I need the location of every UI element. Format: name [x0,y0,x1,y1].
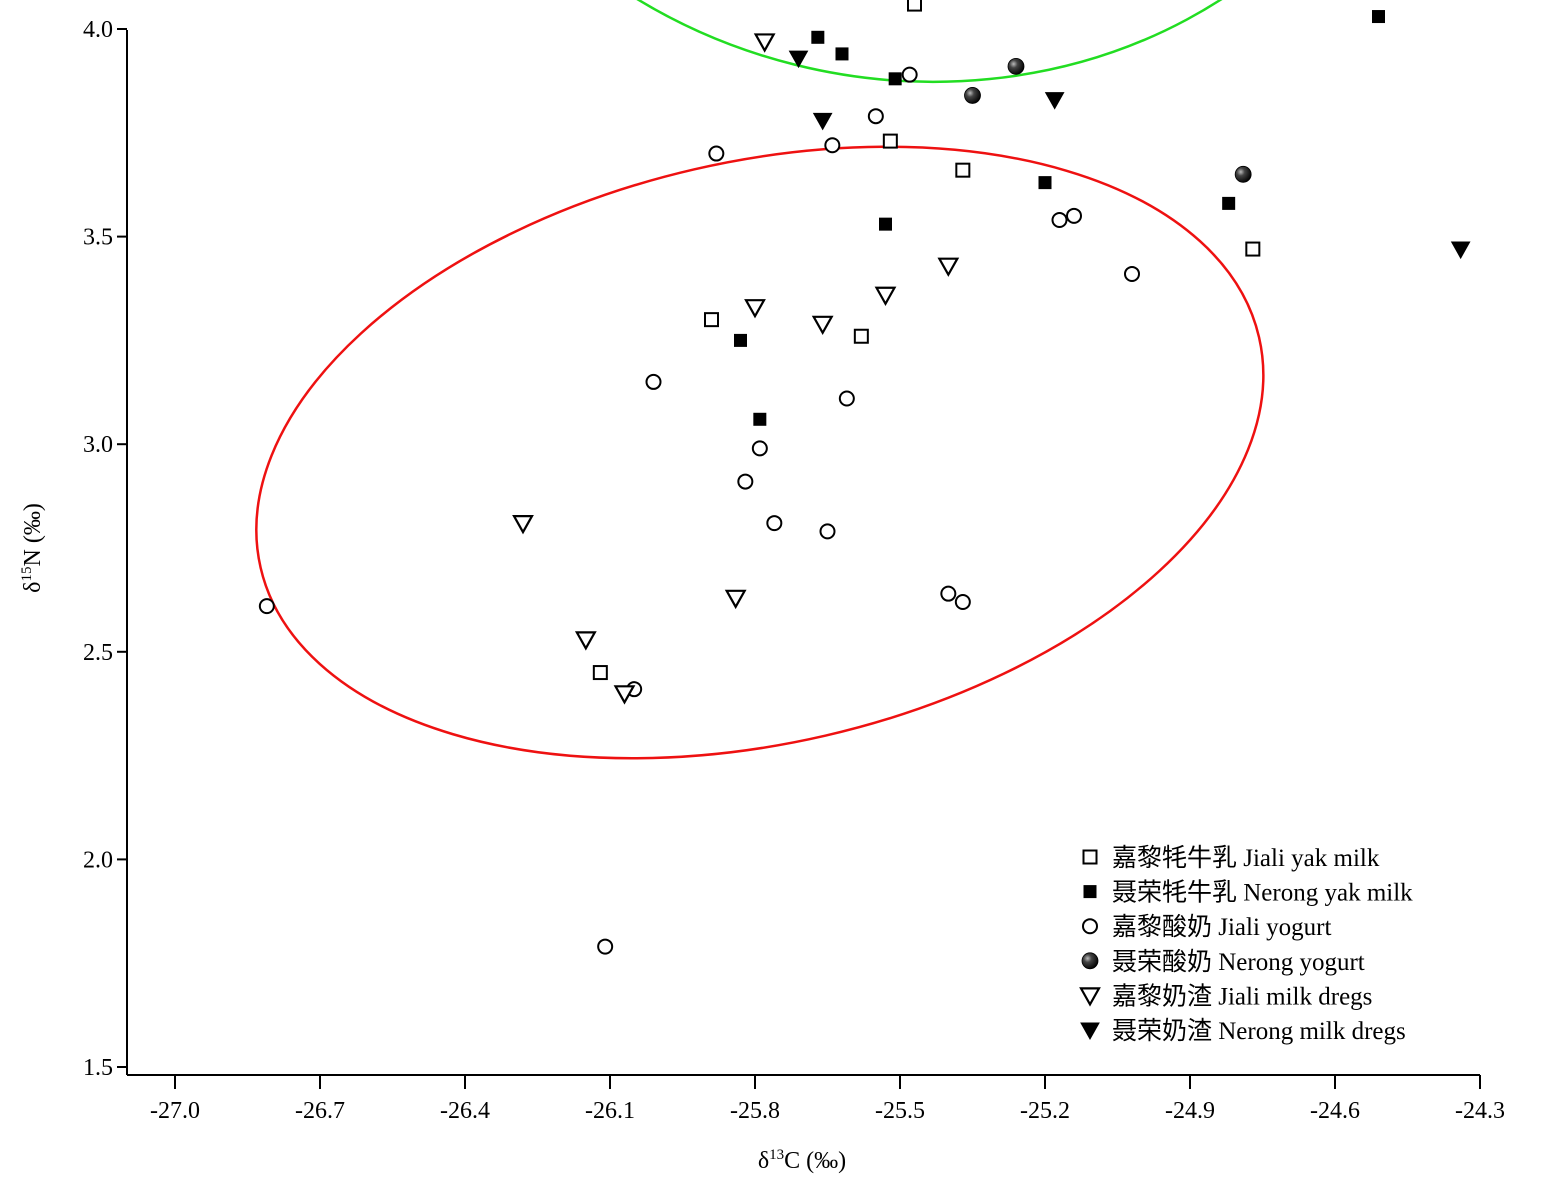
data-point [734,333,747,347]
data-point [766,515,783,532]
data-point [955,162,971,178]
series-3 [258,66,1140,955]
data-point [819,523,836,540]
legend-label: 聂荣牦牛乳 Nerong yak milk [1112,879,1413,907]
data-point [1245,241,1261,257]
x-tick-label: -25.5 [875,1098,925,1124]
data-point [753,33,776,53]
data-point [1450,241,1471,260]
grouping-ellipses [255,0,1431,760]
data-point [512,514,534,535]
x-tick-label: -25.8 [730,1098,780,1124]
data-point [574,631,597,651]
x-tick-label: -24.9 [1165,1098,1215,1124]
x-tick-label: -26.1 [585,1098,635,1124]
series-6 [788,50,1471,260]
series-2 [734,10,1385,426]
data-point [1222,196,1236,210]
data-point [824,137,841,154]
data-point [867,108,884,125]
y-tick-label: 4.0 [83,17,113,43]
legend-label: 嘉黎酸奶 Jiali yogurt [1112,913,1331,941]
legend-label: 嘉黎奶渣 Jiali milk dregs [1112,982,1372,1010]
x-axis-title: δ13C (‰) [758,1147,846,1174]
legend-item: 聂荣牦牛乳 Nerong yak milk [1083,879,1413,907]
data-point [901,66,918,83]
series-4 [964,57,1252,183]
legend-marker [1082,849,1098,865]
legend-marker [1081,952,1099,970]
data-point [788,50,809,69]
data-point [811,30,825,44]
data-point [1372,10,1385,24]
data-point [1044,92,1065,110]
green-group-ellipse [389,0,1431,84]
data-point [882,133,898,149]
data-point [964,87,981,104]
data-point [744,299,766,319]
data-point [888,72,902,86]
y-tick-label: 1.5 [83,1055,113,1081]
axes: -27.0 -26.7 -26.4 -26.1 -25.8 -25.5 -25.2 -24.9… [83,17,1505,1124]
data-point [645,373,662,390]
legend-item: 嘉黎酸奶 Jiali yogurt [1082,913,1331,941]
legend-marker [1079,987,1101,1007]
data-point [597,938,614,955]
legend-marker [1083,885,1097,899]
data-point [874,286,897,306]
legend-marker [1080,1022,1100,1041]
data-point [724,589,747,610]
data-point [937,257,960,277]
data-point [1234,165,1252,183]
data-points [258,0,1471,955]
y-tick-label: 3.0 [83,432,113,458]
y-tick-label: 2.5 [83,640,113,666]
legend-label: 嘉黎牦牛乳 Jiali yak milk [1112,844,1380,872]
data-point [879,217,892,231]
data-point [1038,176,1052,190]
data-point [954,593,971,610]
data-point [751,440,768,457]
data-point [1066,207,1082,224]
data-point [708,145,725,162]
legend-item: 嘉黎奶渣 Jiali milk dregs [1079,982,1372,1010]
data-point [835,47,849,61]
legend-marker [1082,918,1098,935]
y-tick-label: 3.5 [83,225,113,251]
legend-label: 聂荣酸奶 Nerong yogurt [1112,948,1365,976]
data-point [1124,265,1140,282]
x-tick-label: -24.6 [1310,1098,1360,1124]
data-point [812,112,833,131]
data-point [811,315,834,336]
data-point [1051,211,1068,228]
legend-item: 聂荣酸奶 Nerong yogurt [1081,948,1365,976]
data-point [838,390,855,407]
data-point [613,685,636,705]
data-point [737,473,754,490]
series-1 [592,0,1261,681]
data-point [258,598,275,615]
data-point [704,312,719,328]
data-point [907,0,922,12]
legend-label: 聂荣奶渣 Nerong milk dregs [1112,1017,1406,1045]
data-point [940,585,957,602]
y-axis-title: δ15N (‰) [19,503,46,593]
x-tick-label: -25.2 [1020,1098,1070,1124]
y-tick-label: 2.0 [83,847,113,873]
red-group-ellipse [255,145,1265,760]
legend-item: 嘉黎牦牛乳 Jiali yak milk [1082,844,1380,872]
x-tick-label: -26.4 [440,1098,490,1124]
x-tick-label: -27.0 [150,1098,200,1124]
legend: 嘉黎牦牛乳 Jiali yak milk 聂荣牦牛乳 Nerong yak mil… [1079,844,1413,1045]
data-point [853,328,869,344]
data-point [753,412,767,426]
x-tick-label: -24.3 [1455,1098,1505,1124]
series-5 [512,33,960,705]
x-tick-label: -26.7 [295,1098,345,1124]
data-point [1007,57,1025,75]
legend-item: 聂荣奶渣 Nerong milk dregs [1080,1017,1406,1045]
data-point [592,665,608,681]
